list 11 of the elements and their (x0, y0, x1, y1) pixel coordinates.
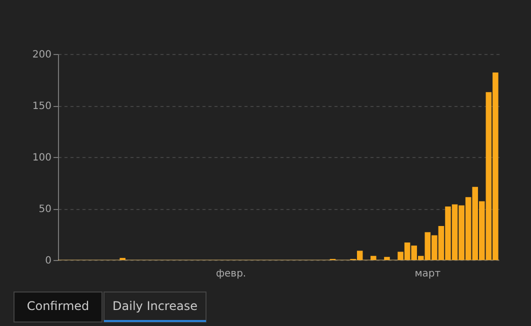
bar (370, 256, 376, 260)
text: Daily Increase (112, 299, 198, 313)
bar (384, 256, 390, 260)
y-tick-label: 50 (38, 204, 52, 215)
text: Confirmed (26, 299, 90, 313)
y-tick-label: 100 (32, 152, 52, 164)
x-tick-label: март (414, 268, 441, 280)
y-tick-label: 0 (45, 256, 52, 266)
x-tick-label: февр. (216, 268, 246, 280)
y-tick-label: 200 (32, 50, 52, 60)
y-tick-label: 150 (32, 101, 52, 112)
